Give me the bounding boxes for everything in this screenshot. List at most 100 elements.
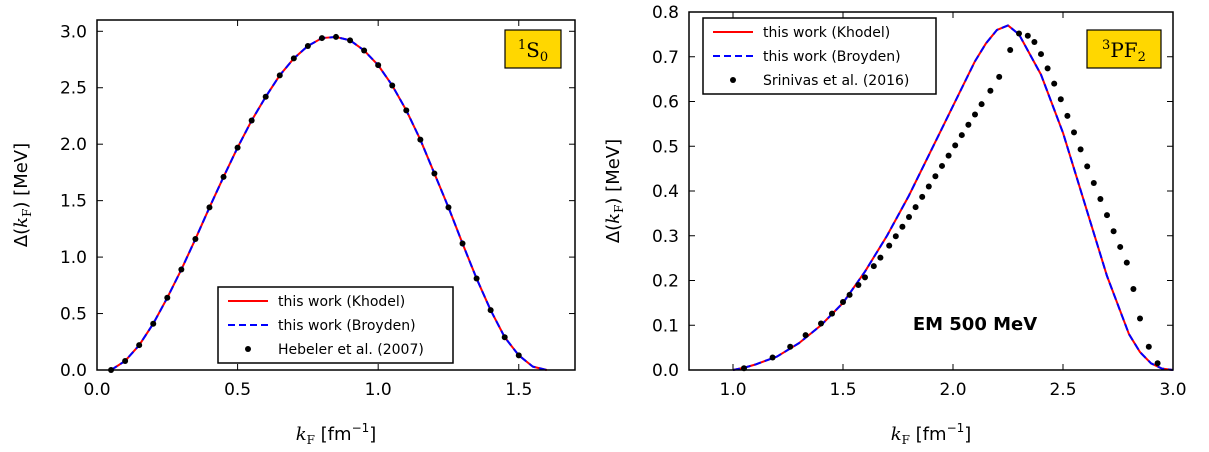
label-part: ] xyxy=(369,424,376,445)
data-point xyxy=(1071,129,1077,136)
data-point xyxy=(987,87,994,94)
data-point xyxy=(136,342,143,349)
label-part: 1 xyxy=(518,38,526,53)
data-point xyxy=(1038,51,1044,58)
y-tick-label: 0.0 xyxy=(652,361,679,381)
data-point xyxy=(445,204,452,211)
data-point xyxy=(459,240,466,247)
label-part: ] xyxy=(964,424,971,445)
state-badge xyxy=(1086,29,1162,69)
data-point xyxy=(403,107,410,114)
data-point xyxy=(178,266,185,273)
data-point xyxy=(877,254,884,261)
label-part: PF xyxy=(1110,38,1137,62)
data-point xyxy=(290,55,297,62)
data-point xyxy=(487,307,494,314)
label-part: k xyxy=(891,424,902,445)
y-tick-label: 3.0 xyxy=(60,22,87,42)
label-part: 3 xyxy=(1102,38,1110,53)
label-part: −1 xyxy=(352,421,370,435)
data-point xyxy=(1090,179,1097,186)
data-point xyxy=(886,242,893,249)
data-point xyxy=(1145,343,1152,350)
chart-left: 0.0 0.5 1.0 1.50.00.51.01.52.02.53.0kF [fm−… xyxy=(11,19,576,447)
data-point xyxy=(501,334,508,341)
plot-frame xyxy=(96,19,576,371)
data-point xyxy=(1007,47,1014,54)
label-part: F xyxy=(902,433,910,447)
data-point xyxy=(1016,30,1022,37)
annotation-label: EM 500 MeV xyxy=(913,314,1037,335)
data-point xyxy=(304,42,311,49)
y-tick-label: 0.8 xyxy=(652,3,679,23)
data-point xyxy=(1104,212,1110,219)
data-point xyxy=(417,136,424,143)
data-point xyxy=(1077,146,1084,153)
x-tick-label: 1.0 xyxy=(365,380,392,400)
data-point xyxy=(1123,259,1130,266)
x-tick-label: 1.0 xyxy=(719,380,746,400)
legend-label: this work (Khodel) xyxy=(763,25,890,41)
label-part: 2 xyxy=(1138,50,1146,65)
y-axis-label: Δ(kF) [MeV] xyxy=(603,139,626,243)
x-axis-label: kF [fm−1] xyxy=(891,421,972,447)
legend: this work (Khodel) this work (Broyden) Sri… xyxy=(702,17,937,95)
data-point xyxy=(164,294,171,301)
series-2-points xyxy=(741,30,1161,372)
data-point xyxy=(1130,286,1137,293)
legend-label: this work (Broyden) xyxy=(278,318,416,334)
series-2-points xyxy=(108,33,522,373)
x-tick-label: 1.5 xyxy=(505,380,532,400)
label-part: −1 xyxy=(947,421,965,435)
y-tick-label: 1.0 xyxy=(60,248,87,268)
data-point xyxy=(1154,360,1161,367)
data-point xyxy=(1031,38,1038,45)
y-tick-label: 0.4 xyxy=(652,182,679,202)
data-point xyxy=(431,170,438,177)
y-tick-label: 2.5 xyxy=(60,79,87,99)
state-badge-label: 1S0 xyxy=(518,38,548,65)
y-tick-label: 0.1 xyxy=(652,316,679,336)
legend-label: this work (Broyden) xyxy=(763,49,901,65)
data-point xyxy=(192,236,199,243)
data-point xyxy=(1024,32,1031,39)
legend-label: Hebeler et al. (2007) xyxy=(278,342,424,358)
legend-label: this work (Khodel) xyxy=(278,294,405,310)
legend-box xyxy=(217,286,454,364)
x-axis-label: kF [fm−1] xyxy=(296,421,377,447)
data-point xyxy=(802,332,809,339)
data-point xyxy=(952,142,959,149)
y-tick-label: 0.6 xyxy=(652,93,679,113)
data-point xyxy=(1051,80,1058,87)
label-part: Δ( xyxy=(603,224,624,243)
data-point xyxy=(846,291,853,298)
label-part: [fm xyxy=(910,424,947,445)
data-point xyxy=(818,320,824,327)
data-point xyxy=(347,37,354,44)
data-point xyxy=(972,111,978,118)
data-point xyxy=(1117,243,1124,250)
label-part: S xyxy=(526,38,540,62)
x-tick-label: 2.5 xyxy=(1049,380,1076,400)
data-point xyxy=(870,263,877,270)
y-tick-label: 0.7 xyxy=(652,48,679,68)
legend-label: Srinivas et al. (2016) xyxy=(763,73,909,89)
data-point xyxy=(515,352,522,359)
y-tick-label: 0.5 xyxy=(60,305,87,325)
legend-marker xyxy=(730,77,736,83)
data-point xyxy=(1057,96,1064,103)
data-point xyxy=(389,82,396,89)
label-part: F xyxy=(307,433,315,447)
data-point xyxy=(375,62,382,69)
x-tick-label: 2.0 xyxy=(939,380,966,400)
data-point xyxy=(906,213,912,220)
data-point xyxy=(1110,228,1117,235)
data-point xyxy=(932,173,939,180)
data-point xyxy=(892,233,899,240)
data-point xyxy=(1064,112,1071,119)
legend-box xyxy=(702,17,937,95)
data-point xyxy=(939,162,945,169)
data-point xyxy=(787,343,794,350)
label-part: k xyxy=(11,217,32,228)
